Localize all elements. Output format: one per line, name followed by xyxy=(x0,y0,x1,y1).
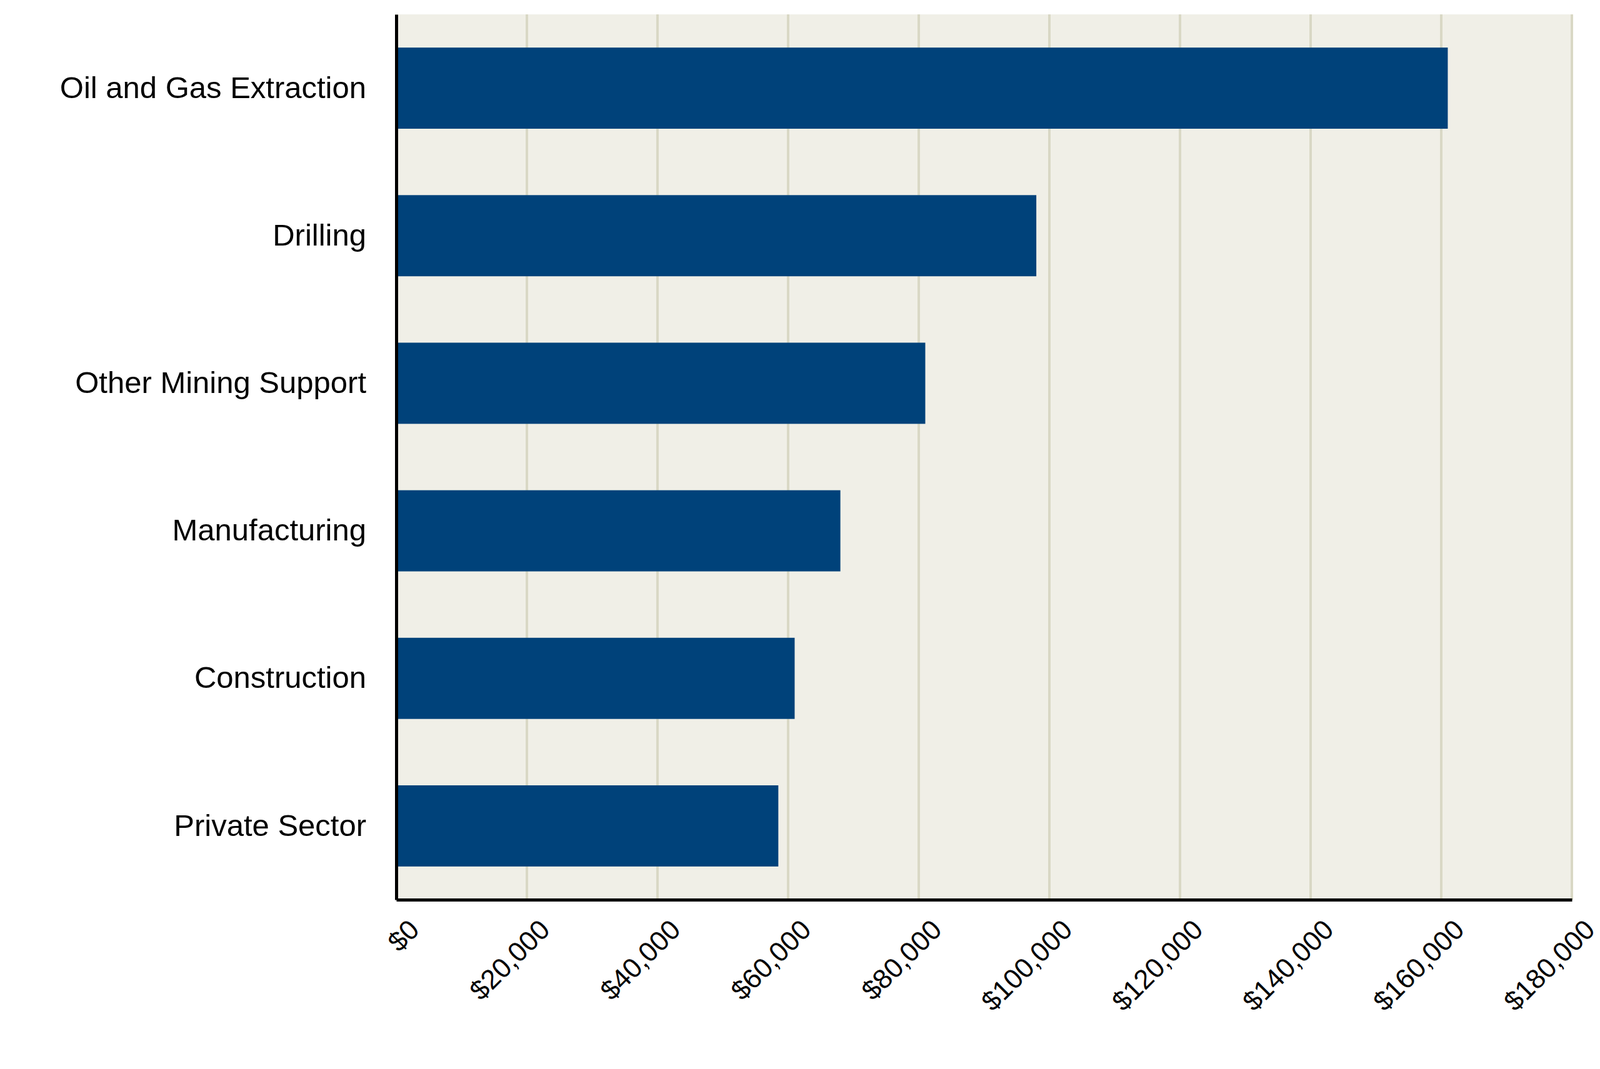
grid-line xyxy=(1048,14,1051,900)
bar xyxy=(396,195,1037,277)
x-tick: $60,000 xyxy=(725,900,817,1007)
bar xyxy=(396,490,841,572)
x-tick-label: $120,000 xyxy=(1105,914,1209,1017)
chart: $0 $20,000 $40,000 $60,000 $80,000 $100,000 $1… xyxy=(0,0,1600,1069)
x-tick: $180,000 xyxy=(1497,900,1600,1017)
grid-line xyxy=(1178,14,1182,900)
bar xyxy=(396,47,1448,129)
plot-background xyxy=(396,14,1572,900)
x-tick: $40,000 xyxy=(594,900,687,1007)
grid-line xyxy=(1570,14,1574,900)
y-axis-line xyxy=(395,15,399,901)
x-tick: $160,000 xyxy=(1366,900,1470,1017)
category-label: Other Mining Support xyxy=(75,365,367,400)
x-tick-label: $100,000 xyxy=(975,914,1078,1017)
y-axis: Oil and Gas Extraction Drilling Other Mini… xyxy=(60,15,397,901)
grid-line xyxy=(525,14,529,900)
x-axis-line xyxy=(396,898,1573,902)
x-tick: $120,000 xyxy=(1105,900,1209,1017)
grid-line xyxy=(786,14,790,900)
y-tick: Private Sector xyxy=(173,808,397,843)
bars xyxy=(396,47,1448,867)
x-tick: $0 xyxy=(381,900,425,958)
category-label: Private Sector xyxy=(173,808,367,843)
category-label: Oil and Gas Extraction xyxy=(60,70,367,105)
x-tick-label: $140,000 xyxy=(1236,914,1339,1017)
grid-line xyxy=(1440,14,1443,900)
y-tick: Other Mining Support xyxy=(75,365,397,400)
grid xyxy=(396,14,1572,900)
category-label: Construction xyxy=(194,660,367,695)
grid-line xyxy=(1309,14,1312,900)
x-axis: $0 $20,000 $40,000 $60,000 $80,000 $100,000 $1… xyxy=(381,900,1600,1017)
grid-line xyxy=(917,14,920,900)
category-label: Drilling xyxy=(272,218,367,252)
x-tick-label: $80,000 xyxy=(855,914,948,1007)
y-tick: Construction xyxy=(194,660,397,695)
x-tick-label: $60,000 xyxy=(725,914,817,1007)
x-tick: $20,000 xyxy=(463,900,556,1007)
x-tick: $140,000 xyxy=(1236,900,1339,1017)
bar xyxy=(396,342,925,424)
y-tick: Manufacturing xyxy=(171,513,397,547)
y-tick: Drilling xyxy=(272,218,397,252)
x-tick-label: $180,000 xyxy=(1497,914,1600,1017)
x-tick-label: $40,000 xyxy=(594,914,687,1007)
x-tick-label: $160,000 xyxy=(1366,914,1470,1017)
bar xyxy=(396,638,795,720)
x-tick-label: $0 xyxy=(381,914,425,958)
category-label: Manufacturing xyxy=(171,513,367,547)
bar xyxy=(396,785,779,867)
y-tick: Oil and Gas Extraction xyxy=(60,70,397,105)
grid-line xyxy=(395,14,398,900)
x-tick: $100,000 xyxy=(975,900,1078,1017)
x-tick-label: $20,000 xyxy=(463,914,556,1007)
x-tick: $80,000 xyxy=(855,900,948,1007)
grid-line xyxy=(656,14,659,900)
